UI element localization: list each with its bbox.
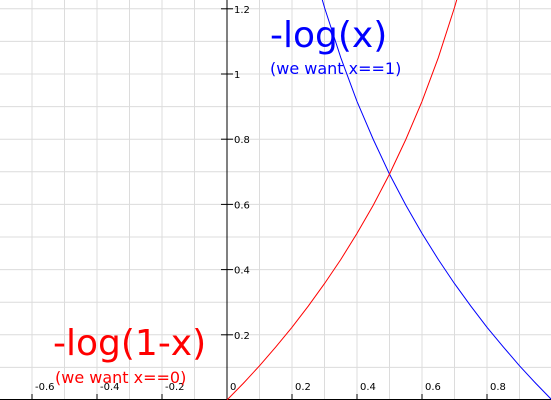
x-tick-label: 0.6 bbox=[425, 382, 441, 393]
annotation-neglogx-main: -log(x) bbox=[270, 15, 387, 56]
x-tick-label: -0.4 bbox=[100, 382, 120, 393]
x-tick-label: 0.4 bbox=[360, 382, 376, 393]
series-line-neglog1mx bbox=[226, 0, 458, 400]
annotation-neglog1mx-sub: (we want x==0) bbox=[55, 368, 186, 387]
series-lines bbox=[226, 0, 551, 400]
x-tick-label: 0 bbox=[230, 382, 236, 393]
annotation-neglog1mx: -log(1-x) (we want x==0) bbox=[53, 323, 206, 387]
y-tick-label: 0.2 bbox=[234, 331, 250, 342]
annotation-neglog1mx-main: -log(1-x) bbox=[53, 323, 206, 364]
y-tick-label: 0.8 bbox=[234, 135, 250, 146]
annotation-neglogx: -log(x) (we want x==1) bbox=[270, 15, 401, 78]
x-tick-label: -0.6 bbox=[35, 382, 55, 393]
annotation-neglogx-sub: (we want x==1) bbox=[270, 59, 401, 78]
y-tick-label: 1 bbox=[234, 70, 240, 81]
x-tick-label: 0.2 bbox=[295, 382, 311, 393]
x-tick-label: 0.8 bbox=[490, 382, 506, 393]
x-ticks: -0.6 -0.4 -0.2 0 0.2 0.4 0.6 0.8 bbox=[31, 382, 506, 400]
y-ticks: 0.2 0.4 0.6 0.8 1 1.2 bbox=[221, 5, 250, 342]
y-tick-label: 0.4 bbox=[234, 266, 250, 277]
series-line-neglogx bbox=[321, 0, 551, 400]
y-tick-label: 1.2 bbox=[234, 5, 250, 16]
y-tick-label: 0.6 bbox=[234, 200, 250, 211]
x-tick-label: -0.2 bbox=[165, 382, 185, 393]
